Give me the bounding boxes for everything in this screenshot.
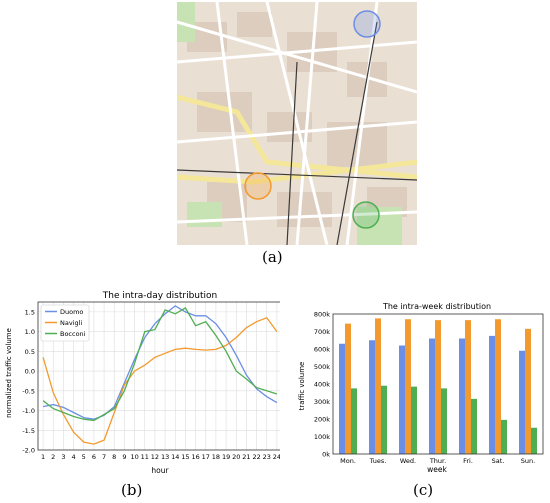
x-tick-label: 24 [273,453,280,461]
x-tick-label: 16 [191,453,199,461]
x-tick-label: 4 [72,453,76,461]
x-tick-label: 9 [122,453,126,461]
legend-label: Navigli [60,319,82,327]
y-tick-label: 0k [322,451,330,459]
bar [471,398,477,454]
x-tick-label: Thur. [429,457,446,465]
series-line-navigli [42,317,278,445]
bar [351,388,357,454]
bar [405,319,411,454]
x-tick-label: 7 [102,453,106,461]
panel-label-b: (b) [121,481,143,499]
legend-label: Bocconi [60,330,86,338]
x-tick-label: 12 [151,453,159,461]
bar [345,323,351,454]
map-panel [177,2,417,245]
bar [495,319,501,454]
map-image [177,2,417,245]
x-tick-label: Fri. [463,457,473,465]
y-tick-label: -1.0 [22,407,35,415]
y-axis-label: normalized traffic volume [5,328,13,418]
bar [501,419,507,454]
x-tick-label: 15 [181,453,189,461]
x-tick-label: Sat. [492,457,505,465]
bar [525,328,531,454]
y-tick-label: 0.0 [25,368,35,376]
x-tick-label: 5 [82,453,86,461]
y-tick-label: -1.5 [22,427,35,435]
panel-label-a: (a) [262,248,283,266]
x-tick-label: 14 [171,453,179,461]
bar [465,320,471,454]
x-tick-label: 10 [130,453,138,461]
x-tick-label: 1 [41,453,45,461]
legend-label: Duomo [60,308,83,316]
bar [381,385,387,454]
x-tick-label: Sun. [521,457,535,465]
bar [339,343,345,454]
y-tick-label: 0.5 [25,348,35,356]
y-tick-label: 100k [314,433,330,441]
y-axis-label: traffic volume [298,362,306,411]
bar [399,345,405,454]
x-tick-label: 3 [61,453,65,461]
y-tick-label: -0.5 [22,387,35,395]
y-tick-label: 1.5 [25,308,35,316]
x-tick-label: 2 [51,453,55,461]
y-tick-label: 200k [314,416,330,424]
x-axis-label: week [427,465,447,474]
y-tick-label: 800k [314,311,330,319]
x-tick-label: 23 [263,453,271,461]
x-tick-label: 21 [242,453,250,461]
plot-frame [332,313,544,455]
intra-day-chart: The intra-day distribution normalized tr… [5,291,280,475]
x-tick-label: 8 [112,453,116,461]
bar [441,388,447,454]
bar [435,320,441,454]
chart-title: The intra-week distribution [382,302,491,311]
y-tick-label: 500k [314,363,330,371]
series-line-bocconi [42,307,278,422]
y-tick-label: 1.0 [25,328,35,336]
x-tick-label: Mon. [340,457,356,465]
bar [531,427,537,454]
bar [489,335,495,454]
bar [411,386,417,454]
y-tick-label: 400k [314,381,330,389]
legend-box [40,304,90,342]
panel-label-c: (c) [413,481,434,499]
bar [459,338,465,454]
x-tick-label: 17 [202,453,210,461]
x-tick-label: 22 [252,453,260,461]
y-tick-label: 300k [314,398,330,406]
x-tick-label: 19 [222,453,230,461]
x-tick-label: Tues. [369,457,387,465]
plot-frame [37,301,280,451]
bar [429,338,435,454]
x-tick-label: 20 [232,453,240,461]
bar [369,340,375,454]
y-tick-label: 600k [314,346,330,354]
bar [519,350,525,454]
x-tick-label: 11 [141,453,149,461]
y-tick-label: 700k [314,328,330,336]
chart-title: The intra-day distribution [102,291,218,301]
x-tick-label: 6 [92,453,96,461]
y-tick-label: -2.0 [22,447,35,455]
x-tick-label: 18 [212,453,220,461]
x-axis-label: hour [151,466,169,475]
intra-week-chart: The intra-week distribution traffic volu… [298,302,544,474]
x-tick-label: Wed. [400,457,416,465]
bar [375,318,381,454]
x-tick-label: 13 [161,453,169,461]
